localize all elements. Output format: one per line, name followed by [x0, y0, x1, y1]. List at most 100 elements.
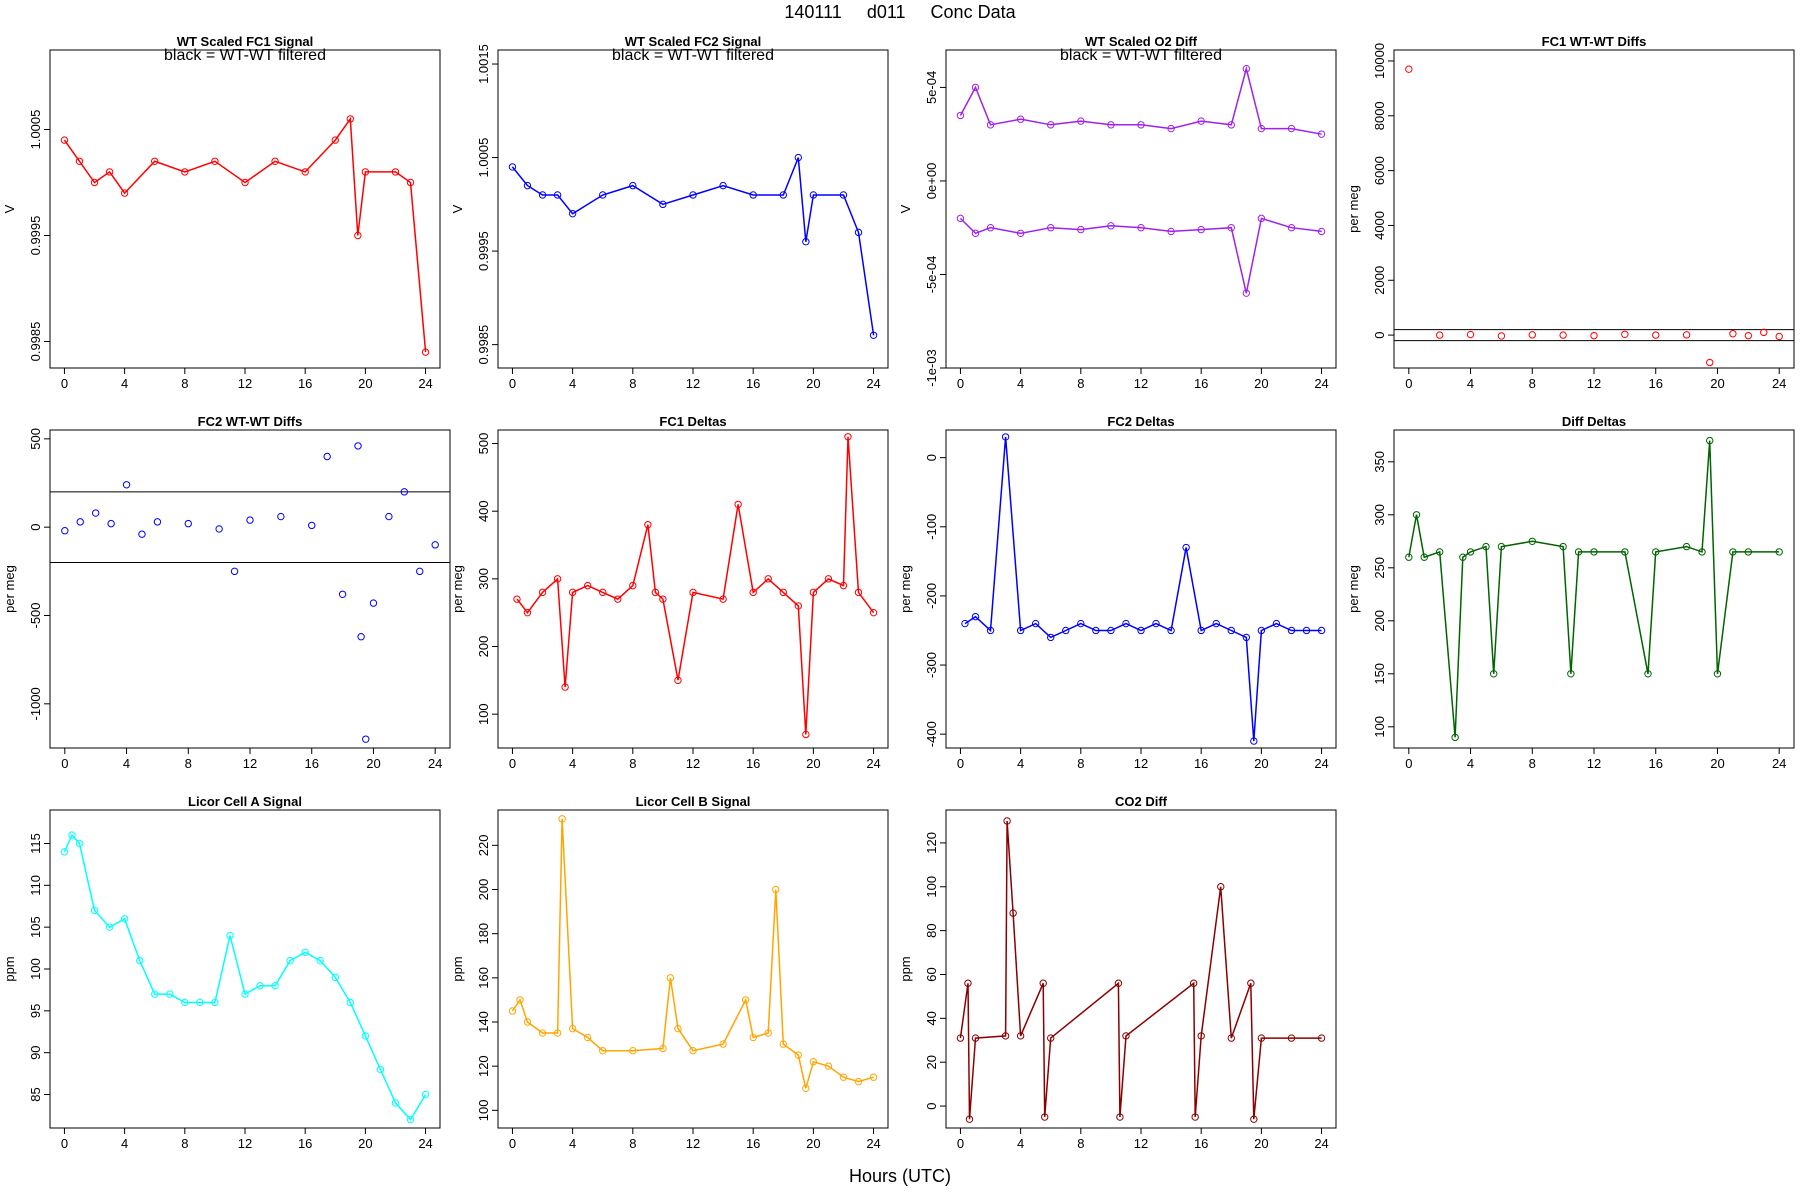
panel-2-data-point: [523, 181, 532, 190]
panel-5-data-point: [184, 519, 192, 528]
panel-6-data-point: [802, 730, 810, 739]
panel-7-data-point: [1182, 543, 1190, 552]
panel-5-data-point: [153, 518, 162, 526]
panel-4-data-point: [1652, 331, 1660, 339]
panel-11-data-point: [1039, 979, 1047, 987]
panel-10-data-point: [839, 1073, 848, 1081]
panel-3-data-point: [1242, 289, 1251, 297]
panel-3-y-axis-label: V: [898, 204, 913, 213]
panel-9-y-tick-label: 95: [28, 1004, 43, 1018]
panel-10-y-tick-label: 160: [476, 967, 491, 989]
panel-1-x-tick-label: 0: [61, 376, 68, 391]
panel-5-data-point: [138, 530, 146, 538]
panel-2-data-point: [719, 181, 727, 190]
panel-4-data-point: [1528, 331, 1536, 339]
panel-1-x-tick-label: 16: [298, 376, 312, 391]
panel-6-series-line: [516, 436, 875, 735]
figure-title-date: 140111: [784, 2, 842, 22]
panel-9-data-point: [196, 998, 204, 1007]
panel-11-x-tick-label: 20: [1254, 1136, 1268, 1151]
panel-9-y-tick-label: 105: [28, 916, 43, 938]
panel-9-data-point: [286, 956, 294, 965]
panel-9-y-axis-label: ppm: [2, 956, 17, 981]
panel-9-data-point: [331, 973, 339, 982]
panel-8-data-point: [1713, 670, 1722, 678]
panel-7-title: FC2 Deltas: [1107, 414, 1174, 429]
panel-6-data-point: [553, 575, 562, 583]
panel-4-title: FC1 WT-WT Diffs: [1542, 34, 1647, 49]
panel-8-x-tick-label: 8: [1529, 756, 1536, 771]
panel-5-y-tick-label: 0: [28, 524, 43, 531]
panel-1-x-tick-label: 24: [418, 376, 432, 391]
panel-10-data-point: [558, 815, 566, 823]
panel-7-data-point: [1287, 626, 1296, 635]
panel-11-y-tick-label: 0: [924, 1102, 939, 1109]
panel-9-data-point: [376, 1065, 385, 1074]
panel-5-data-point: [91, 509, 100, 517]
panel-1-data-point: [331, 136, 339, 144]
panel-8-data-point: [1567, 670, 1575, 678]
panel-10-data-point: [772, 885, 780, 894]
panel-6-data-point: [674, 676, 682, 685]
panel-1-data-point: [241, 178, 249, 187]
panel-7-y-axis-label: per meg: [898, 565, 913, 613]
panel-2-y-tick-label: 0.9985: [476, 325, 491, 365]
panel-6-data-point: [583, 581, 592, 590]
panel-8-y-tick-label: 200: [1372, 610, 1387, 632]
panel-1-data-point: [60, 136, 69, 144]
panel-5-data-point: [362, 735, 370, 743]
panel-7-data-point: [1062, 626, 1070, 635]
panel-5-data-point: [230, 567, 239, 576]
panel-2-x-tick-label: 8: [629, 376, 636, 391]
panel-8-x-tick-label: 0: [1405, 756, 1412, 771]
panel-7-data-point: [986, 626, 995, 635]
panel-3-data-point: [1257, 214, 1266, 223]
panel-6-data-point: [854, 588, 863, 597]
panel-4-x-tick-label: 0: [1405, 376, 1412, 391]
panel-11-data-point: [965, 1115, 974, 1123]
panel-8-title: Diff Deltas: [1562, 414, 1626, 429]
panel-10-x-tick-label: 0: [509, 1136, 516, 1151]
panel-9-data-point: [421, 1090, 430, 1099]
panel-6-y-tick-label: 200: [476, 636, 491, 658]
panel-1-y-axis-label: V: [2, 204, 17, 213]
panel-8-data-point: [1644, 670, 1652, 678]
panel-2-x-tick-label: 4: [569, 376, 576, 391]
panel-11-data-point: [1114, 979, 1123, 987]
panel-6-series-1: [513, 433, 878, 739]
panel-5-x-tick-label: 8: [185, 756, 192, 771]
panel-10-data-point: [674, 1024, 682, 1033]
panel-6-data-point: [561, 683, 569, 691]
panel-6-y-axis-label: per meg: [450, 565, 465, 613]
panel-8-data-point: [1459, 553, 1467, 561]
panel-8-data-point: [1682, 542, 1691, 551]
panel-6-data-point: [844, 433, 852, 441]
panel-9-data-point: [135, 956, 144, 965]
panel-9-data-point: [256, 982, 264, 990]
panel-8-data-point: [1744, 548, 1753, 556]
panel-11-x-tick-label: 0: [957, 1136, 964, 1151]
panel-3-data-point: [1107, 222, 1115, 230]
panel-3-annotation: black = WT-WT filtered: [1060, 47, 1222, 64]
panel-9-y-tick-label: 110: [28, 875, 43, 896]
panel-3-data-point: [1137, 224, 1145, 232]
panel-6-data-point: [689, 588, 697, 597]
panel-7-y-tick-label: -300: [924, 652, 939, 678]
panel-11-x-tick-label: 8: [1077, 1136, 1084, 1151]
panel-2-y-tick-label: 1.0015: [476, 44, 491, 84]
panel-10-data-point: [659, 1044, 667, 1053]
panel-7-data-point: [1242, 633, 1251, 642]
panel-3-frame: [945, 49, 1337, 369]
panel-11-data-point: [1227, 1034, 1235, 1042]
panel-10-data-point: [516, 996, 524, 1004]
panel-8-data-point: [1489, 670, 1498, 678]
panel-9-data-point: [75, 839, 84, 848]
panel-9-y-tick-label: 90: [28, 1045, 43, 1059]
panel-1-data-point: [75, 157, 84, 166]
panel-8: Diff Deltas 0 4 8 12 16 20 24 100 150 200 250 300 350…: [1346, 414, 1795, 771]
panel-1-data-point: [354, 231, 362, 240]
panel-11-y-tick-label: 60: [924, 967, 939, 981]
panel-2-data-point: [538, 191, 547, 199]
panel-10-data-point: [629, 1047, 637, 1055]
